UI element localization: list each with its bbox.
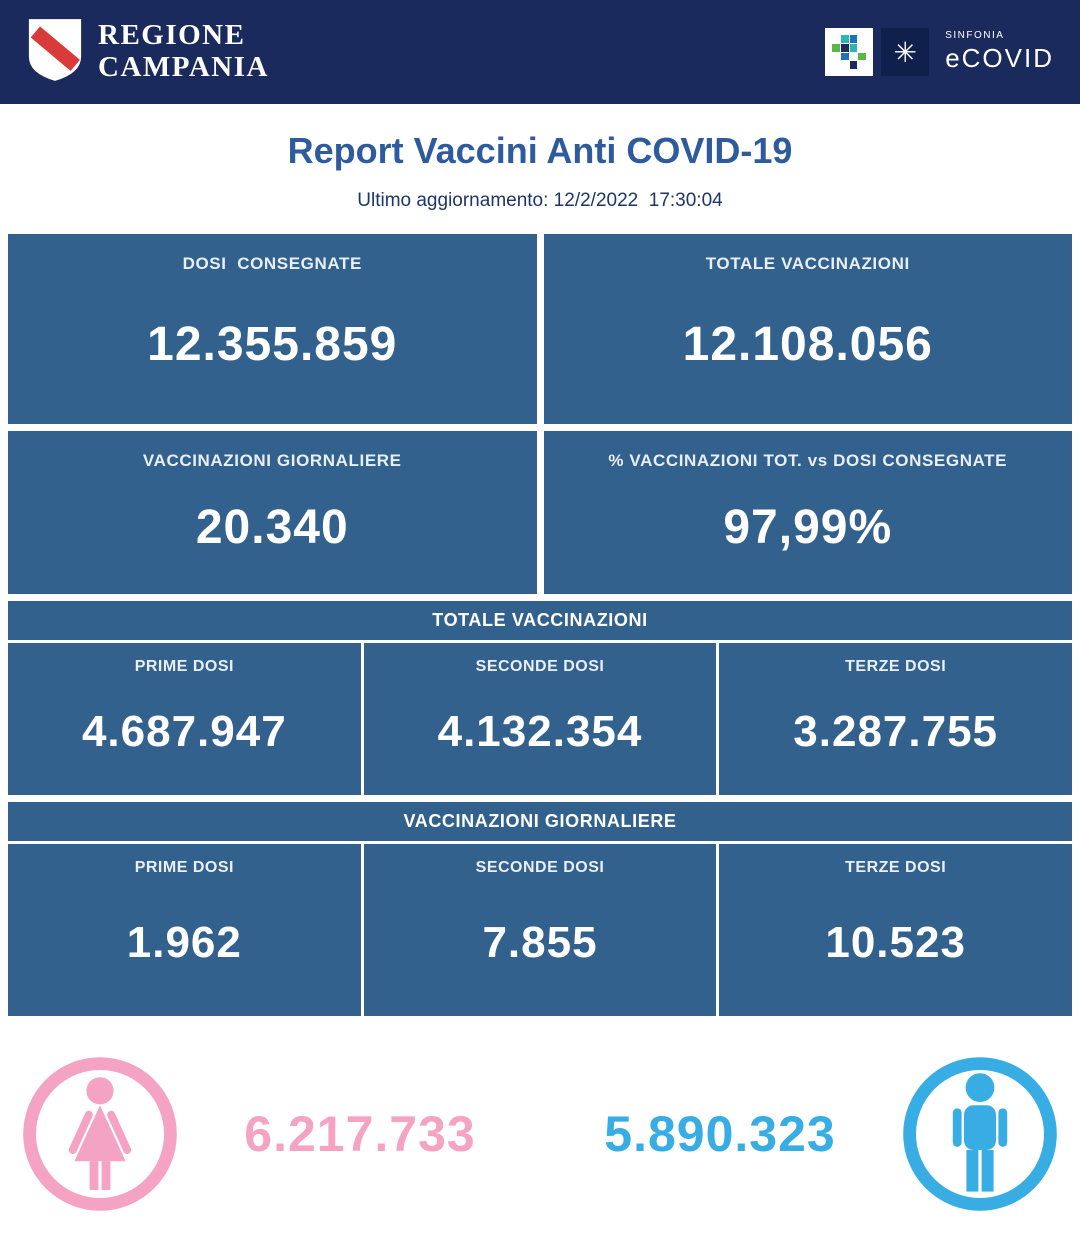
header-bar: REGIONE CAMPANIA ✳ SINFONIA eCOVID — [0, 0, 1080, 104]
campania-shield-icon — [18, 15, 95, 89]
cell-value: 7.855 — [482, 917, 598, 967]
male-icon — [900, 1054, 1060, 1214]
cell-giornaliere-terze-dosi: TERZE DOSI 10.523 — [719, 844, 1072, 1016]
female-icon — [20, 1054, 180, 1214]
ecovid-label: eCOVID — [945, 43, 1054, 73]
page-title: Report Vaccini Anti COVID-19 — [287, 130, 793, 171]
cell-label: PRIME DOSI — [134, 658, 234, 675]
brand-line-2: CAMPANIA — [98, 51, 269, 83]
last-update-text: Ultimo aggiornamento: 12/2/2022 17:30:04 — [357, 190, 723, 211]
male-total-value: 5.890.323 — [604, 1106, 836, 1162]
regione-campania-brand: REGIONE CAMPANIA — [18, 15, 269, 89]
cell-totale-seconde-dosi: SECONDE DOSI 4.132.354 — [363, 643, 717, 795]
cell-value: 4.132.354 — [437, 706, 643, 756]
brand-text: REGIONE CAMPANIA — [98, 19, 269, 84]
cell-label: PRIME DOSI — [134, 859, 234, 876]
section-header-totale-vaccinazioni: TOTALE VACCINAZIONI — [8, 601, 1072, 640]
brand-line-1: REGIONE — [98, 19, 246, 52]
section-header-vaccinazioni-giornaliere: VACCINAZIONI GIORNALIERE — [8, 802, 1072, 841]
header-right-logos: ✳ SINFONIA eCOVID — [825, 28, 1054, 76]
virus-icon: ✳ — [881, 28, 930, 76]
cell-value: 1.962 — [126, 917, 242, 967]
cell-giornaliere-seconde-dosi: SECONDE DOSI 7.855 — [363, 844, 717, 1016]
cell-label: SECONDE DOSI — [475, 859, 605, 876]
giornaliere-cells: PRIME DOSI 1.962 SECONDE DOSI 7.855 TERZ… — [8, 844, 1072, 1016]
cell-totale-terze-dosi: TERZE DOSI 3.287.755 — [719, 643, 1072, 795]
cell-label: TERZE DOSI — [845, 658, 947, 675]
card-dosi-consegnate: DOSI CONSEGNATE 12.355.859 — [8, 234, 537, 424]
ecovid-wordmark: SINFONIA eCOVID — [945, 30, 1054, 74]
cell-value: 10.523 — [825, 917, 966, 967]
sinfonia-pixel-logo-icon — [825, 28, 874, 76]
cell-giornaliere-prime-dosi: PRIME DOSI 1.962 — [8, 844, 361, 1016]
card-percentuale-vaccinazioni: % VACCINAZIONI TOT. vs DOSI CONSEGNATE 9… — [543, 431, 1072, 594]
card-vaccinazioni-giornaliere: VACCINAZIONI GIORNALIERE 20.340 — [8, 431, 537, 594]
card-label: % VACCINAZIONI TOT. vs DOSI CONSEGNATE — [608, 451, 1008, 470]
cell-totale-prime-dosi: PRIME DOSI 4.687.947 — [8, 643, 361, 795]
totale-cells: PRIME DOSI 4.687.947 SECONDE DOSI 4.132.… — [8, 643, 1072, 795]
cell-label: SECONDE DOSI — [475, 658, 605, 675]
card-label: DOSI CONSEGNATE — [182, 254, 362, 273]
card-label: TOTALE VACCINAZIONI — [705, 254, 910, 273]
cell-label: TERZE DOSI — [845, 859, 947, 876]
cell-value: 3.287.755 — [793, 706, 999, 756]
card-totale-vaccinazioni: TOTALE VACCINAZIONI 12.108.056 — [543, 234, 1072, 424]
card-label: VACCINAZIONI GIORNALIERE — [142, 451, 402, 470]
card-value: 12.108.056 — [682, 317, 933, 371]
female-total-value: 6.217.733 — [244, 1106, 476, 1162]
card-value: 20.340 — [195, 501, 349, 554]
gender-totals-row: 6.217.733 5.890.323 — [0, 1044, 1080, 1224]
card-value: 12.355.859 — [147, 317, 398, 371]
card-value: 97,99% — [723, 501, 893, 554]
sinfonia-label: SINFONIA — [945, 30, 1005, 41]
cell-value: 4.687.947 — [81, 706, 287, 756]
kpi-grid: DOSI CONSEGNATE 12.355.859 TOTALE VACCIN… — [8, 234, 1072, 594]
